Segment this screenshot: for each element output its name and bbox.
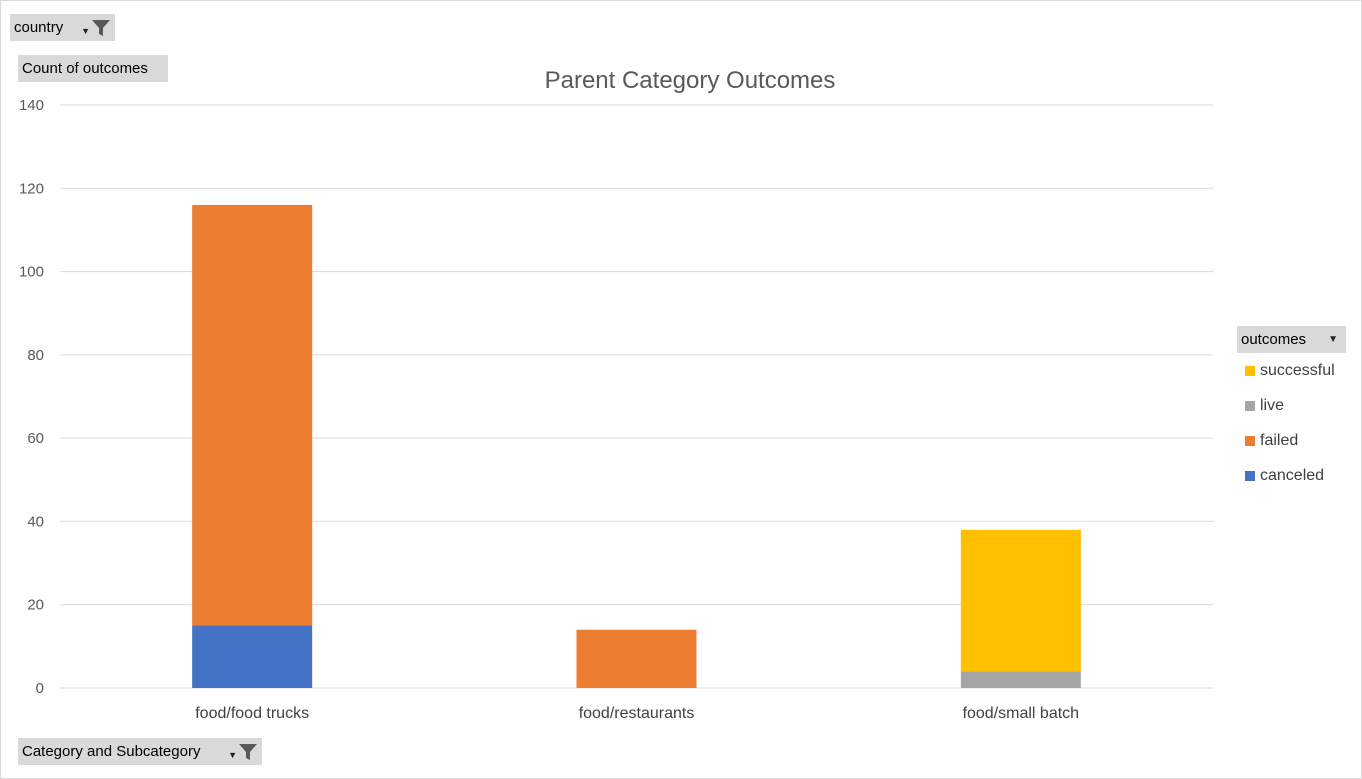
legend-item[interactable]: failed <box>1237 423 1346 458</box>
legend-item[interactable]: live <box>1237 388 1346 423</box>
y-tick-label: 40 <box>27 513 44 530</box>
y-tick-label: 60 <box>27 430 44 447</box>
category-filter-label: Category and Subcategory <box>22 743 201 760</box>
bar-segment-live[interactable] <box>960 671 1081 688</box>
legend-title: outcomes <box>1241 331 1307 348</box>
legend-swatch <box>1245 400 1255 411</box>
legend-item[interactable]: successful <box>1237 353 1346 388</box>
legend-label: successful <box>1260 361 1335 379</box>
legend-field-button[interactable]: outcomes ▼ <box>1237 326 1346 353</box>
legend-swatch <box>1245 435 1255 446</box>
y-tick-label: 140 <box>19 97 44 114</box>
y-tick-label: 120 <box>19 180 44 197</box>
country-filter-button[interactable]: country ▼ <box>10 14 115 41</box>
axis-labels: 0 20 40 60 80 100 120 140 food/food trucks food/r… <box>19 97 1079 722</box>
bar-segment-canceled[interactable] <box>192 625 313 688</box>
dropdown-arrow-icon: ▼ <box>81 25 90 36</box>
dropdown-arrow-icon: ▼ <box>228 749 237 760</box>
x-category-label: food/restaurants <box>579 705 695 722</box>
category-filter-button[interactable]: Category and Subcategory ▼ <box>18 738 262 765</box>
filter-icon <box>239 743 257 760</box>
y-tick-label: 0 <box>36 680 44 697</box>
legend-label: live <box>1260 396 1285 414</box>
y-tick-label: 100 <box>19 264 44 281</box>
legend-swatch <box>1245 365 1255 376</box>
bar-segment-successful[interactable] <box>960 529 1081 672</box>
values-field-label: Count of outcomes <box>22 60 148 77</box>
bar-segment-failed[interactable] <box>192 204 313 626</box>
bars <box>192 204 1081 688</box>
legend-item[interactable]: canceled <box>1237 458 1346 493</box>
chart-title: Parent Category Outcomes <box>545 67 836 94</box>
legend-label: canceled <box>1260 466 1325 484</box>
bar-segment-failed[interactable] <box>576 629 697 688</box>
country-filter-label: country <box>14 19 64 36</box>
x-category-label: food/small batch <box>963 705 1080 722</box>
legend: outcomes ▼ successful live failed canceled <box>1237 326 1346 493</box>
legend-swatch <box>1245 470 1255 481</box>
x-category-label: food/food trucks <box>195 705 309 722</box>
y-tick-label: 20 <box>27 597 44 614</box>
y-tick-label: 80 <box>27 347 44 364</box>
filter-icon <box>92 19 110 36</box>
values-field-button[interactable]: Count of outcomes <box>18 55 168 82</box>
legend-label: failed <box>1260 431 1299 449</box>
dropdown-arrow-icon: ▼ <box>1328 334 1338 345</box>
